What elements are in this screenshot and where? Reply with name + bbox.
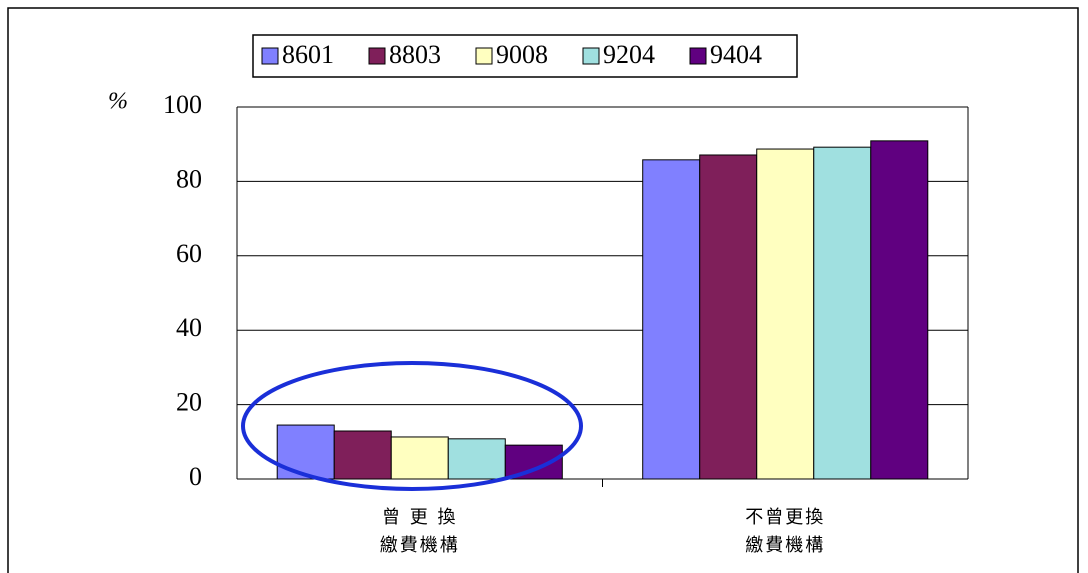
bar [333, 430, 392, 480]
bar [870, 140, 929, 480]
bar [813, 146, 872, 480]
bar [390, 436, 449, 480]
frame [7, 7, 1079, 573]
y-axis-label: % [108, 89, 128, 115]
highlight-ellipse [241, 361, 583, 491]
legend-swatch [582, 47, 600, 65]
y-tick-label: 20 [176, 388, 202, 417]
legend-label: 8601 [282, 40, 334, 69]
legend-swatch [475, 47, 493, 65]
y-tick-label: 60 [176, 239, 202, 268]
x-tick-label: 繳費機構 [745, 535, 825, 556]
y-tick-label: 40 [176, 313, 202, 342]
bar [642, 159, 701, 480]
legend-label: 9204 [603, 40, 655, 69]
x-tick-label: 曾 更 換 [382, 507, 457, 528]
y-tick-label: 0 [189, 462, 202, 491]
x-tick-label: 不曾更換 [745, 507, 825, 528]
y-tick-label: 80 [176, 164, 202, 193]
legend-swatch [689, 47, 707, 65]
bar [756, 148, 815, 480]
legend-label: 9404 [710, 40, 762, 69]
legend-swatch [368, 47, 386, 65]
legend-swatch [261, 47, 279, 65]
legend-label: 9008 [496, 40, 548, 69]
bar [447, 438, 506, 480]
x-tick-label: 繳費機構 [380, 535, 460, 556]
y-tick-label: 100 [163, 90, 202, 119]
bar [276, 424, 335, 480]
bar [699, 154, 758, 480]
legend-label: 8803 [389, 40, 441, 69]
